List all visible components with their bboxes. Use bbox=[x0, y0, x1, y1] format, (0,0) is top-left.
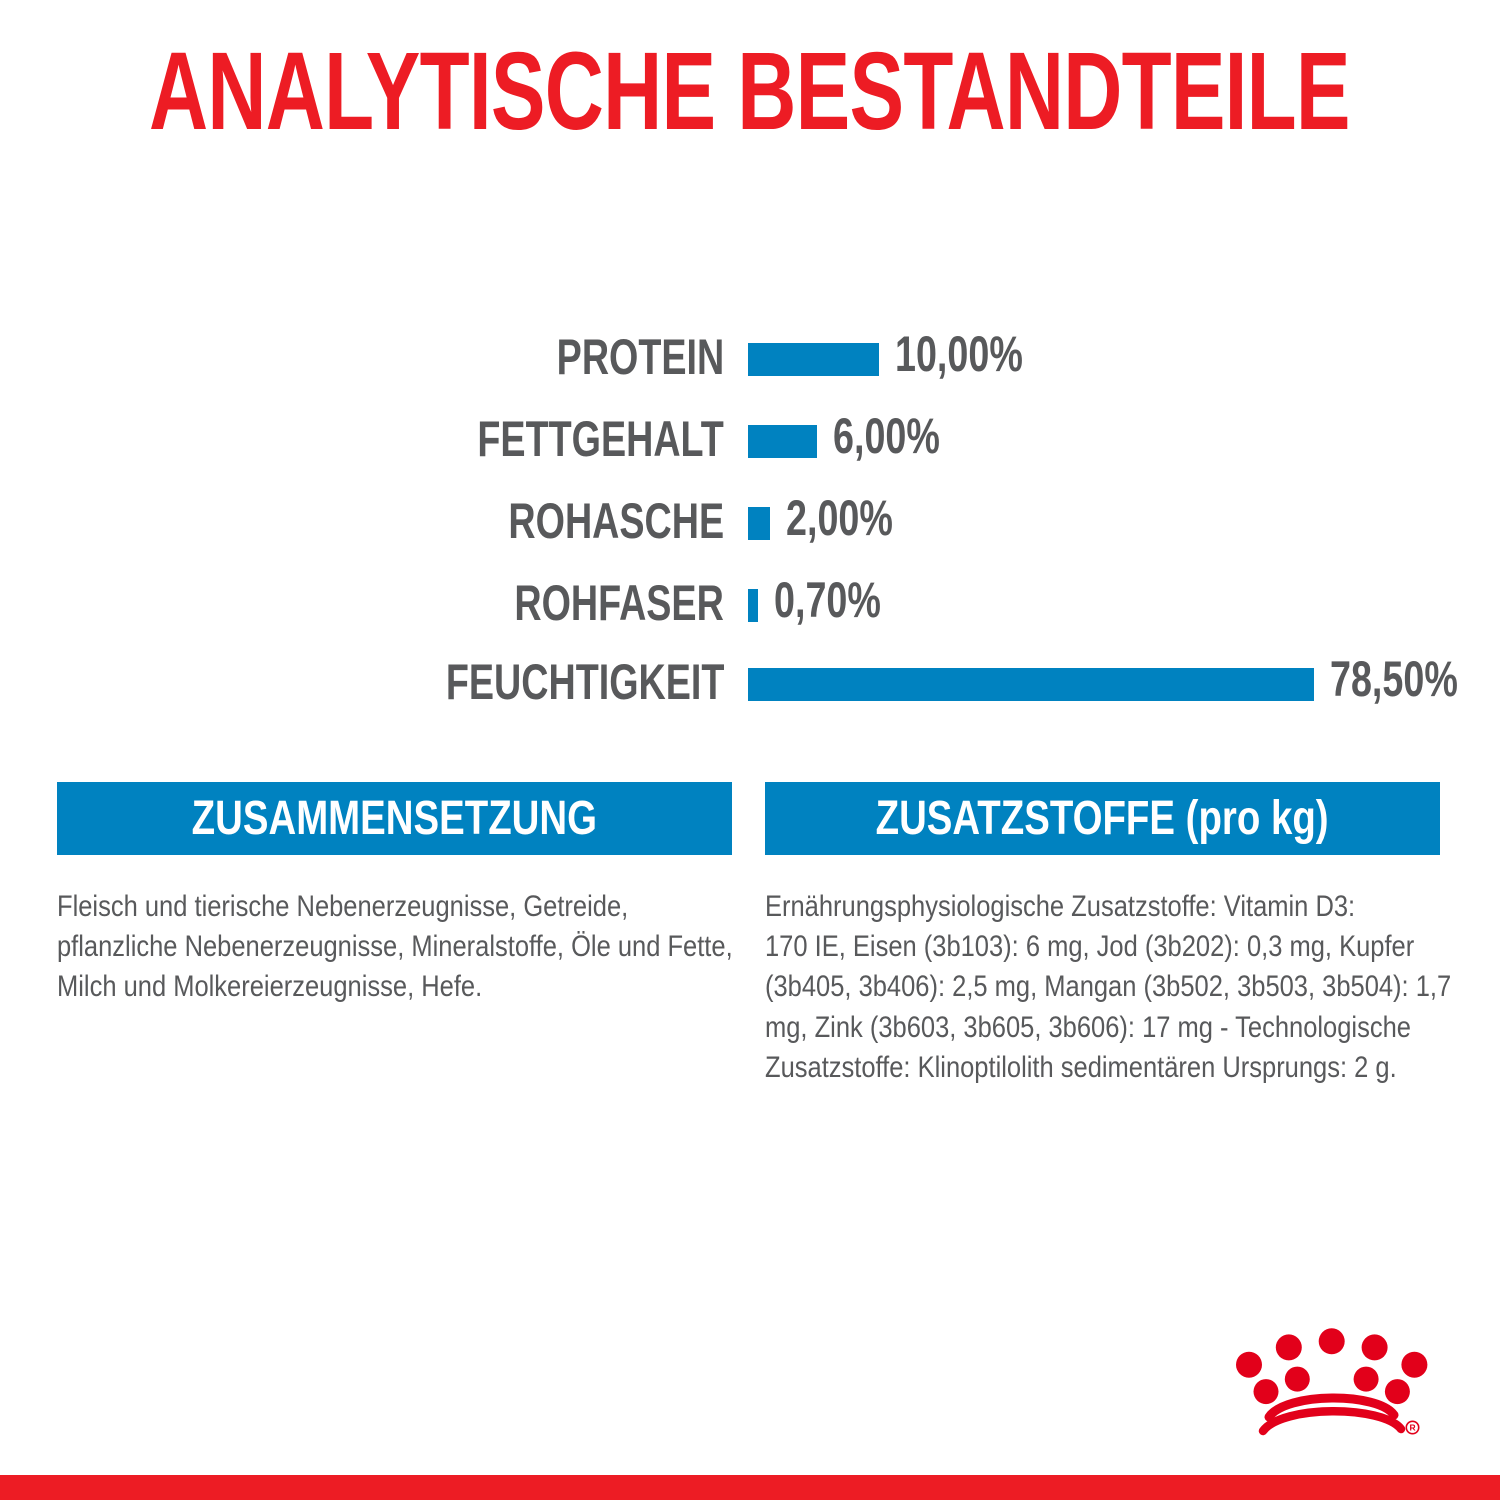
svg-text:R: R bbox=[1410, 1422, 1416, 1432]
